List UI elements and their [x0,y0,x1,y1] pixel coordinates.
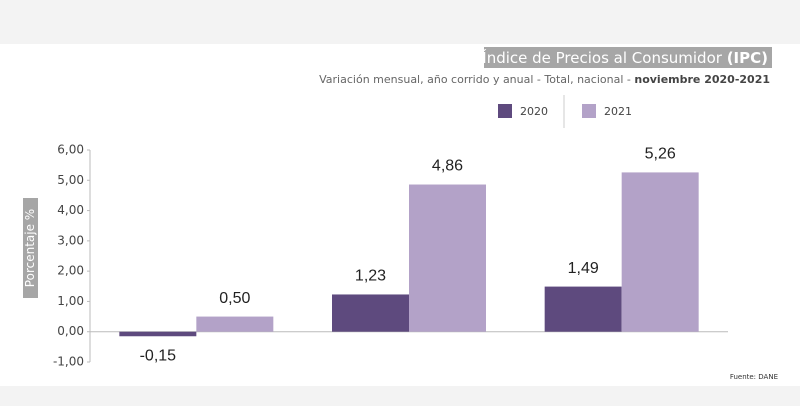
y-tick-label: 5,00 [57,173,84,187]
value-label: 4,86 [432,158,463,175]
value-label: -0,15 [140,347,177,364]
top-band [0,0,800,44]
legend-label: 2021 [604,105,632,118]
legend-swatch [498,104,512,118]
subtitle: Variación mensual, año corrido y anual -… [319,73,770,86]
bar [621,172,699,332]
y-tick-label: 2,00 [57,264,84,278]
bar [332,294,409,332]
y-tick-label: 6,00 [57,143,84,157]
bar [544,286,622,332]
y-tick-label: 0,00 [57,324,84,338]
title-emphasis: (IPC) [727,49,768,67]
y-axis-label: Porcentaje % [23,209,37,287]
bar [196,316,274,332]
legend-label: 2020 [520,105,548,118]
y-tick-label: 4,00 [57,203,84,217]
subtitle-emphasis: noviembre 2020-2021 [634,73,770,86]
y-tick-label: 1,00 [57,294,84,308]
bar [409,184,486,332]
y-tick-label: 3,00 [57,233,84,247]
value-label: 5,26 [645,146,676,163]
y-tick-label: -1,00 [53,355,84,369]
legend-swatch [582,104,596,118]
source: Fuente: DANE [730,373,778,381]
subtitle-text: Variación mensual, año corrido y anual -… [319,73,634,86]
title-text: Índice de Precios al Consumidor [482,48,726,67]
value-label: 0,50 [219,290,250,307]
bottom-band [0,386,800,406]
value-label: 1,49 [568,260,599,277]
y-label-box [23,198,38,298]
bar [119,331,197,337]
value-label: 1,23 [355,268,386,285]
title-box [484,47,772,68]
chart-title: Índice de Precios al Consumidor (IPC) [482,48,768,67]
